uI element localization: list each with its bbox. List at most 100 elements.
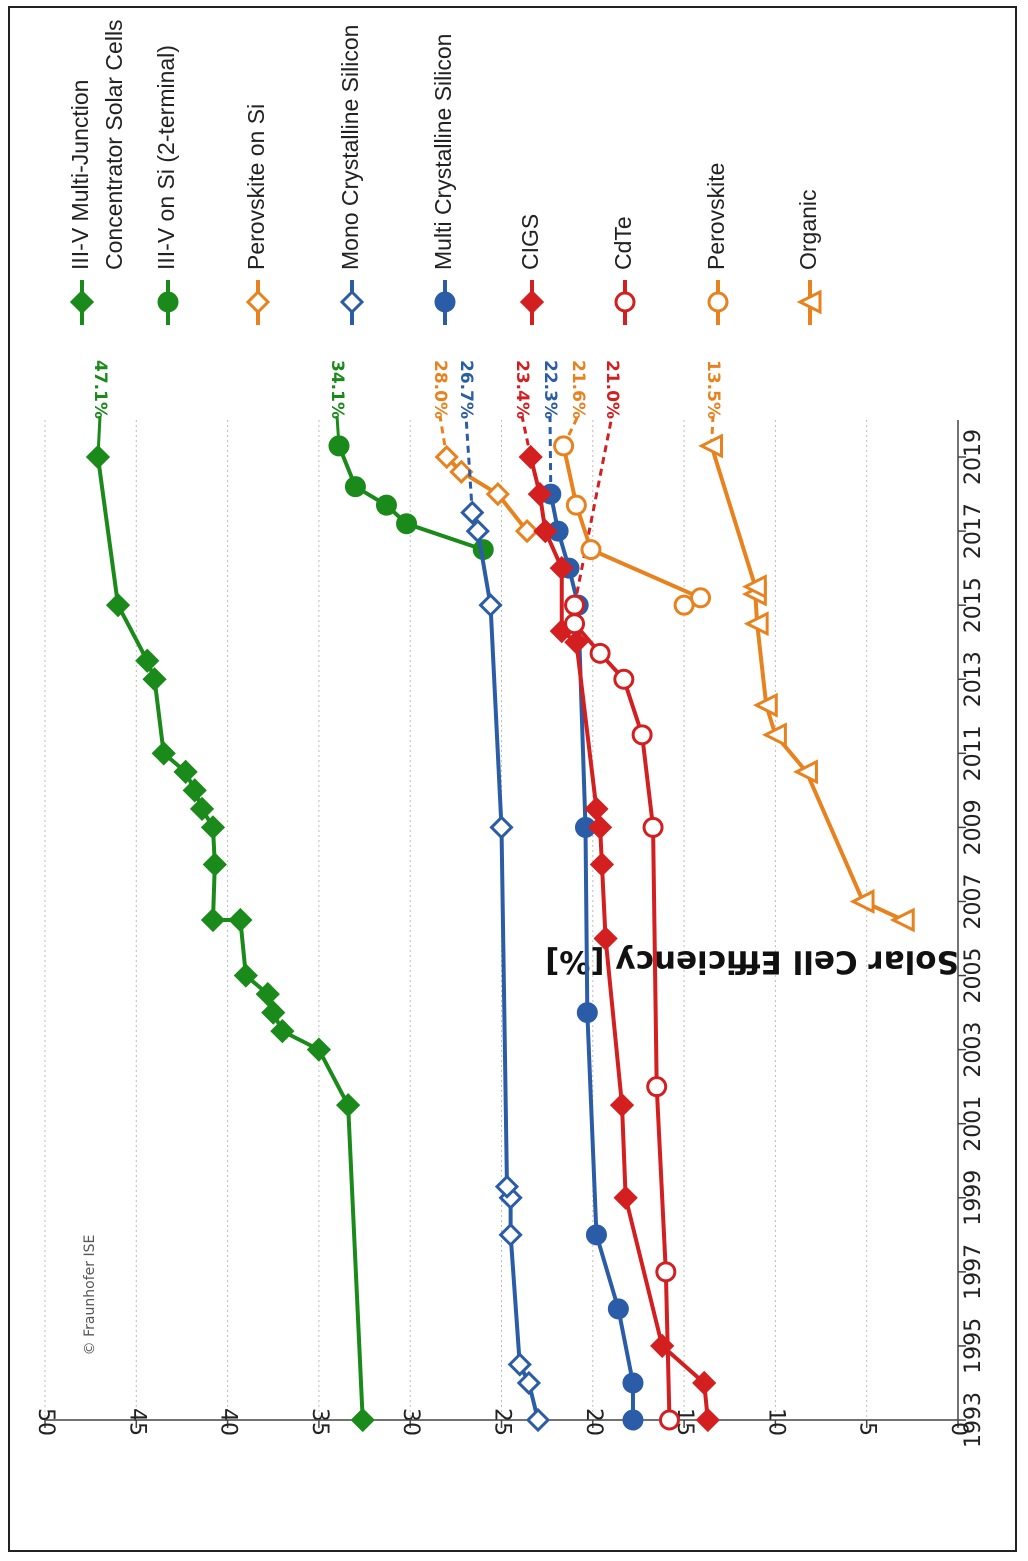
chart-frame xyxy=(8,6,1017,1552)
tick-label: 2015 xyxy=(961,577,986,633)
series-cigs: 23.4% xyxy=(512,360,720,1433)
series-perovskite-on-si: 28.0% xyxy=(430,360,540,544)
data-point xyxy=(613,1185,638,1210)
series-multi-crystalline-silicon: 22.3% xyxy=(540,360,644,1431)
legend-item-organic: Organic xyxy=(795,189,822,325)
data-point xyxy=(255,981,280,1007)
data-point xyxy=(642,816,664,838)
data-point xyxy=(695,1407,720,1433)
data-point xyxy=(465,518,490,544)
final-value-label: 22.3% xyxy=(540,360,560,419)
data-point xyxy=(375,494,397,516)
final-value-label: 23.4% xyxy=(512,360,532,419)
final-value-label: 26.7% xyxy=(456,360,476,419)
data-point xyxy=(564,630,589,655)
legend-label: III-V Multi-Junction xyxy=(67,80,93,270)
tick-label: 2019 xyxy=(961,429,986,485)
legend-label: CdTe xyxy=(610,216,636,270)
data-point xyxy=(514,518,540,544)
legend-label: Organic xyxy=(795,189,821,270)
tick-label: 30 xyxy=(398,1408,423,1436)
data-point xyxy=(752,692,778,718)
data-point xyxy=(182,778,207,803)
data-point xyxy=(655,1261,677,1283)
data-point xyxy=(270,1018,295,1044)
final-value-label: 28.0% xyxy=(430,360,450,419)
data-point xyxy=(478,593,503,618)
data-point xyxy=(449,459,474,484)
series-line xyxy=(470,512,540,1421)
data-point xyxy=(507,1352,532,1377)
series-line xyxy=(95,456,365,1421)
data-point xyxy=(622,1372,644,1394)
data-point xyxy=(743,611,769,637)
data-point xyxy=(565,494,587,516)
series-cdte: 21.0% xyxy=(564,360,680,1431)
data-point xyxy=(261,1000,286,1025)
data-point xyxy=(518,444,543,470)
data-point xyxy=(498,1222,523,1247)
tick-label: 2013 xyxy=(961,651,986,707)
series-line xyxy=(561,445,703,608)
data-point xyxy=(489,815,514,840)
data-point xyxy=(631,724,653,746)
data-point xyxy=(589,852,615,877)
final-value-label: 21.0% xyxy=(602,360,622,419)
data-point xyxy=(228,907,253,933)
data-point xyxy=(564,594,586,616)
data-point xyxy=(151,741,176,766)
data-point xyxy=(142,667,167,692)
data-point xyxy=(690,587,712,609)
final-value-connector xyxy=(548,415,553,495)
data-point xyxy=(339,289,365,315)
legend-item-cigs: CIGS xyxy=(517,214,545,325)
tick-label: 2009 xyxy=(961,799,986,855)
final-value-label: 47.1% xyxy=(90,360,110,419)
final-value-label: 13.5% xyxy=(703,360,723,419)
data-point xyxy=(328,435,350,457)
legend-label: Concentrator Solar Cells xyxy=(101,19,127,270)
legend-item-perovskite-on-si: Perovskite on Si xyxy=(243,104,271,325)
tick-label: 2007 xyxy=(961,873,986,929)
data-point xyxy=(344,476,366,498)
data-point xyxy=(889,907,915,933)
data-point xyxy=(200,907,226,933)
final-value-connector xyxy=(573,415,614,606)
legend-label: Perovskite xyxy=(703,163,729,270)
tick-label: 2001 xyxy=(961,1096,986,1152)
data-point xyxy=(796,289,822,315)
data-point xyxy=(607,1298,629,1320)
tick-label: 35 xyxy=(307,1408,332,1436)
data-point xyxy=(646,1076,668,1098)
data-point xyxy=(692,1370,717,1396)
data-point xyxy=(549,556,574,581)
data-point xyxy=(105,593,131,618)
tick-label: 50 xyxy=(33,1408,58,1436)
data-point xyxy=(707,291,729,313)
legend-item-perovskite: Perovskite xyxy=(703,163,729,325)
legend-item-iii-v-multi-junction-concentrator-solar-cells: III-V Multi-Junction Concentrator Solar C… xyxy=(67,19,127,325)
tick-label: 10 xyxy=(763,1408,788,1436)
legend-label: III-V on Si (2-terminal) xyxy=(153,45,179,270)
data-point xyxy=(576,1002,598,1024)
data-point xyxy=(589,642,611,664)
data-point xyxy=(335,1093,361,1118)
data-point xyxy=(585,1224,607,1246)
legend-label: Multi Crystalline Silicon xyxy=(430,34,456,270)
series-line xyxy=(709,445,905,922)
final-value-connector xyxy=(464,415,474,513)
tick-label: 2005 xyxy=(961,948,986,1004)
series-line xyxy=(445,455,529,533)
legend-label: Mono Crystalline Silicon xyxy=(337,25,363,270)
legend-label: CIGS xyxy=(517,214,543,270)
data-point xyxy=(434,444,459,470)
legend-label: Perovskite on Si xyxy=(243,104,269,270)
final-value-label: 21.6% xyxy=(568,360,588,419)
data-point xyxy=(658,1409,680,1431)
data-point xyxy=(460,500,485,525)
data-point xyxy=(173,759,198,784)
tick-label: 45 xyxy=(124,1408,149,1436)
series-iii-v-on-si-2-terminal: 34.1% xyxy=(327,360,494,561)
data-point xyxy=(593,926,618,951)
